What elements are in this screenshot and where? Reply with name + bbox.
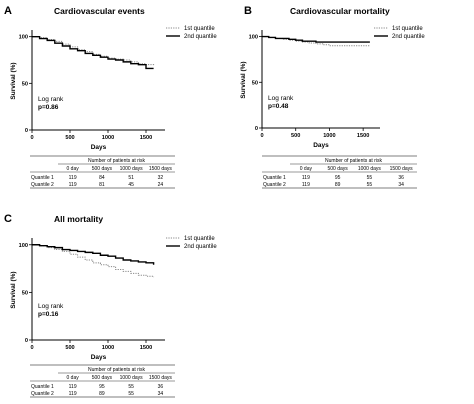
p-value: p=0.86 [38, 104, 59, 111]
p-value: p=0.16 [38, 311, 59, 318]
y-axis-label: Survival (%) [240, 61, 247, 98]
risk-table-row-label: Quantile 1 [263, 175, 286, 181]
x-tick-label: 0 [30, 135, 33, 141]
risk-table-column: 0 day [67, 375, 80, 381]
risk-table-column: 1500 days [149, 375, 173, 381]
risk-table-cell: 55 [128, 391, 134, 397]
risk-table-heading: Number of patients at risk [88, 158, 145, 164]
log-rank-label: Log rank [38, 96, 64, 103]
risk-table-cell: 84 [99, 175, 105, 181]
risk-table-cell: 55 [128, 384, 134, 390]
series-line-2 [262, 35, 370, 43]
y-tick-label: 100 [19, 35, 28, 41]
risk-table-row-label: Quantile 2 [31, 182, 54, 188]
risk-table-cell: 119 [69, 391, 77, 397]
y-tick-label: 0 [25, 128, 28, 134]
x-tick-label: 500 [65, 345, 74, 351]
x-axis-label: Days [91, 144, 107, 151]
y-tick-label: 50 [22, 290, 28, 296]
risk-table-cell: 36 [398, 175, 404, 181]
risk-table-column: 1500 days [390, 166, 414, 172]
log-rank-label: Log rank [268, 95, 294, 102]
series-line-2 [32, 244, 155, 265]
risk-table-cell: 32 [158, 175, 164, 181]
risk-table-row-label: Quantile 2 [31, 391, 54, 397]
p-value: p=0.48 [268, 103, 289, 110]
risk-table-column: 500 days [327, 166, 348, 172]
risk-table-row-label: Quantile 1 [31, 175, 54, 181]
legend-label-2: 2nd quantile [184, 34, 217, 40]
panel-letter: B [244, 5, 252, 17]
risk-table-cell: 95 [99, 384, 105, 390]
y-tick-label: 100 [249, 35, 258, 41]
risk-table-row-label: Quantile 1 [31, 384, 54, 390]
chart-title: Cardiovascular mortality [290, 6, 390, 16]
risk-table-cell: 119 [69, 384, 77, 390]
legend-label-2: 2nd quantile [392, 34, 425, 40]
risk-table-column: 1000 days [358, 166, 382, 172]
risk-table-column: 1000 days [120, 375, 144, 381]
risk-table-cell: 89 [99, 391, 105, 397]
x-tick-label: 1000 [323, 133, 335, 139]
x-tick-label: 500 [291, 133, 300, 139]
risk-table-cell: 51 [128, 175, 134, 181]
risk-table-row-label: Quantile 2 [263, 182, 286, 188]
risk-table-column: 500 days [92, 375, 113, 381]
series-line-2 [32, 35, 154, 70]
risk-table-heading: Number of patients at risk [88, 367, 145, 373]
y-axis-label: Survival (%) [10, 62, 17, 99]
y-axis-label: Survival (%) [10, 271, 17, 308]
y-tick-label: 100 [19, 243, 28, 249]
risk-table-cell: 89 [335, 182, 341, 188]
risk-table-column: 500 days [92, 166, 113, 172]
chart-title: All mortality [54, 214, 103, 224]
risk-table-cell: 119 [302, 175, 310, 181]
y-tick-label: 0 [25, 338, 28, 344]
risk-table-cell: 55 [367, 182, 373, 188]
risk-table-column: 0 day [67, 166, 80, 172]
risk-table-cell: 36 [158, 384, 164, 390]
log-rank-label: Log rank [38, 303, 64, 310]
x-tick-label: 500 [65, 135, 74, 141]
legend-label-1: 1st quantile [184, 236, 215, 242]
risk-table-column: 1000 days [120, 166, 144, 172]
x-axis-label: Days [91, 354, 107, 361]
legend-label-1: 1st quantile [184, 26, 215, 32]
risk-table-heading: Number of patients at risk [325, 158, 382, 164]
x-tick-label: 0 [260, 133, 263, 139]
risk-table-cell: 34 [158, 391, 164, 397]
x-tick-label: 0 [30, 345, 33, 351]
x-tick-label: 1000 [102, 135, 114, 141]
y-tick-label: 0 [255, 126, 258, 132]
x-tick-label: 1000 [102, 345, 114, 351]
risk-table-cell: 119 [302, 182, 310, 188]
risk-table-cell: 119 [69, 182, 77, 188]
legend-label-1: 1st quantile [392, 26, 423, 32]
x-tick-label: 1500 [140, 135, 152, 141]
panel-letter: A [4, 5, 12, 17]
x-axis-label: Days [313, 142, 329, 149]
y-tick-label: 50 [252, 80, 258, 86]
y-tick-label: 50 [22, 81, 28, 87]
panel-letter: C [4, 213, 12, 225]
x-tick-label: 1500 [357, 133, 369, 139]
risk-table-cell: 119 [69, 175, 77, 181]
risk-table-cell: 81 [99, 182, 105, 188]
risk-table-cell: 95 [335, 175, 341, 181]
series-line-1 [32, 244, 155, 278]
chart-title: Cardiovascular events [54, 6, 145, 16]
risk-table-cell: 34 [398, 182, 404, 188]
legend-label-2: 2nd quantile [184, 244, 217, 250]
risk-table-column: 0 day [300, 166, 313, 172]
risk-table-cell: 55 [367, 175, 373, 181]
risk-table-cell: 24 [158, 182, 164, 188]
risk-table-column: 1500 days [149, 166, 173, 172]
x-tick-label: 1500 [140, 345, 152, 351]
risk-table-cell: 45 [128, 182, 134, 188]
